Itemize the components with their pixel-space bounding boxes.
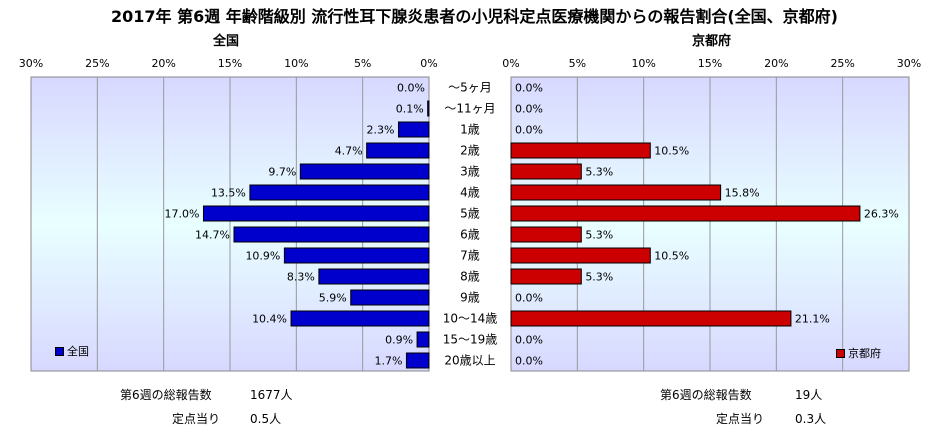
right-total-label: 第6週の総報告数 xyxy=(660,388,752,402)
data-label-kyoto: 26.3% xyxy=(864,208,899,221)
left-total-label: 第6週の総報告数 xyxy=(120,388,212,402)
category-label: 4歳 xyxy=(460,186,480,200)
tick-label-left: 25% xyxy=(85,57,109,70)
bar-national xyxy=(299,163,430,180)
tick-label-left: 30% xyxy=(19,57,43,70)
bar-national xyxy=(427,100,430,117)
category-label: 15～19歳 xyxy=(443,333,498,347)
data-label-kyoto: 15.8% xyxy=(725,187,760,200)
category-label: ～5ヶ月 xyxy=(448,81,492,95)
data-label-national: 10.9% xyxy=(245,250,280,263)
bar-kyoto xyxy=(510,247,651,264)
bar-national xyxy=(249,184,430,201)
left-per-label: 定点当り xyxy=(172,412,221,426)
bar-kyoto xyxy=(510,163,582,180)
data-label-national: 0.1% xyxy=(396,103,424,116)
legend-label-kyoto: 京都府 xyxy=(848,347,881,360)
data-label-kyoto: 0.0% xyxy=(515,124,543,137)
data-label-kyoto: 21.1% xyxy=(795,313,830,326)
left-panel-title: 全国 xyxy=(213,34,240,49)
tick-label-right: 0% xyxy=(502,57,519,70)
legend-swatch-kyoto xyxy=(836,348,845,358)
data-label-national: 4.7% xyxy=(335,145,363,158)
category-label: 9歳 xyxy=(460,291,480,305)
chart-title: 2017年 第6週 年齢階級別 流行性耳下腺炎患者の小児科定点医療機関からの報告… xyxy=(110,7,838,26)
data-label-kyoto: 0.0% xyxy=(515,292,543,305)
legend-swatch-national xyxy=(55,346,64,356)
bar-national xyxy=(350,289,430,306)
bar-national xyxy=(416,331,430,348)
data-label-national: 8.3% xyxy=(287,271,315,284)
left-total-value: 1677人 xyxy=(250,388,293,402)
data-label-national: 0.9% xyxy=(385,334,413,347)
category-label: 7歳 xyxy=(460,249,480,263)
tick-label-left: 20% xyxy=(151,57,175,70)
data-label-kyoto: 10.5% xyxy=(654,145,689,158)
right-legend: 京都府 xyxy=(836,345,881,361)
left-legend: 全国 xyxy=(55,343,89,359)
data-label-national: 9.7% xyxy=(268,166,296,179)
bar-kyoto xyxy=(510,205,861,222)
data-label-kyoto: 10.5% xyxy=(654,250,689,263)
bar-kyoto xyxy=(510,310,792,327)
tick-label-left: 15% xyxy=(218,57,242,70)
tick-label-right: 25% xyxy=(830,57,854,70)
data-label-national: 14.7% xyxy=(195,229,230,242)
bar-national xyxy=(397,121,430,138)
tick-label-left: 0% xyxy=(420,57,437,70)
bar-kyoto xyxy=(510,184,722,201)
category-label: 10～14歳 xyxy=(443,312,498,326)
data-label-kyoto: 0.0% xyxy=(515,334,543,347)
tick-label-right: 10% xyxy=(631,57,655,70)
category-label: 3歳 xyxy=(460,165,480,179)
category-label: 6歳 xyxy=(460,228,480,242)
bar-national xyxy=(290,310,430,327)
tick-label-left: 10% xyxy=(284,57,308,70)
bar-kyoto xyxy=(510,226,582,243)
data-label-national: 13.5% xyxy=(211,187,246,200)
category-label: 20歳以上 xyxy=(444,354,495,368)
data-label-national: 1.7% xyxy=(374,355,402,368)
data-label-kyoto: 5.3% xyxy=(585,229,613,242)
tick-label-right: 20% xyxy=(764,57,788,70)
left-per-value: 0.5人 xyxy=(250,412,282,426)
data-label-national: 0.0% xyxy=(397,82,425,95)
bar-kyoto xyxy=(510,268,582,285)
bar-national xyxy=(202,205,430,222)
category-label: 5歳 xyxy=(460,207,480,221)
right-panel-title: 京都府 xyxy=(692,34,732,49)
data-label-national: 5.9% xyxy=(319,292,347,305)
data-label-kyoto: 0.0% xyxy=(515,103,543,116)
tick-label-right: 30% xyxy=(897,57,921,70)
category-label: 1歳 xyxy=(460,123,480,137)
legend-label-national: 全国 xyxy=(67,345,89,358)
bar-national xyxy=(405,352,430,369)
category-label: ～11ヶ月 xyxy=(444,102,495,116)
bar-national xyxy=(366,142,430,159)
data-label-national: 2.3% xyxy=(367,124,395,137)
category-label: 8歳 xyxy=(460,270,480,284)
data-label-kyoto: 5.3% xyxy=(585,166,613,179)
right-total-value: 19人 xyxy=(795,388,823,402)
data-label-kyoto: 0.0% xyxy=(515,82,543,95)
tick-label-left: 5% xyxy=(354,57,371,70)
bar-national xyxy=(283,247,430,264)
tick-label-right: 15% xyxy=(698,57,722,70)
data-label-kyoto: 0.0% xyxy=(515,355,543,368)
data-label-kyoto: 5.3% xyxy=(585,271,613,284)
bar-kyoto xyxy=(510,142,651,159)
bar-national xyxy=(318,268,430,285)
bar-national xyxy=(233,226,430,243)
data-label-national: 10.4% xyxy=(252,313,287,326)
data-label-national: 17.0% xyxy=(165,208,200,221)
right-per-value: 0.3人 xyxy=(795,412,827,426)
tick-label-right: 5% xyxy=(569,57,586,70)
category-label: 2歳 xyxy=(460,144,480,158)
right-per-label: 定点当り xyxy=(716,412,765,426)
